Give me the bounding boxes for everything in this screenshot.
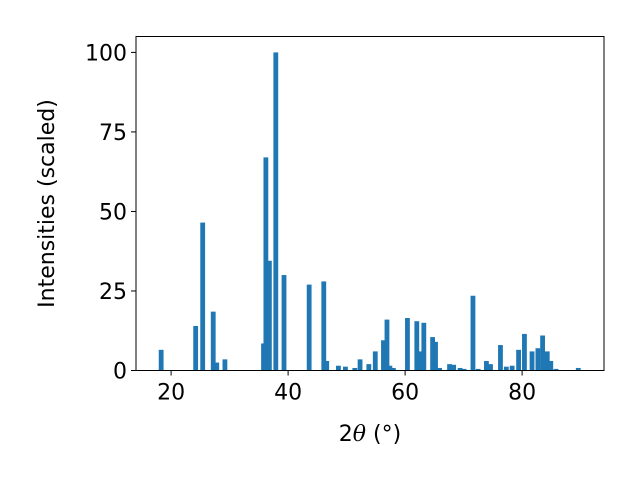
y-axis-ticks: 0 25 50 75 100 [85,41,136,385]
bar [222,359,228,371]
x-axis-ticks: 20 40 60 80 [157,370,536,406]
x-tick-label: 60 [391,381,419,406]
y-axis-label: Intensities (scaled) [35,99,60,308]
y-tick-label: 50 [99,200,127,225]
bar [575,367,581,371]
bar [200,222,206,371]
y-tick-label: 100 [85,41,127,66]
bar [343,366,348,371]
bar [263,157,269,371]
bar [484,360,489,371]
bar [498,345,503,371]
bar [548,360,554,371]
bar [158,349,164,371]
bar [336,365,341,371]
bar [553,368,559,371]
bar [214,362,220,371]
bar [430,337,435,371]
bar [414,321,420,371]
bar [357,359,363,371]
y-tick-label: 25 [99,280,127,305]
y-tick-label: 75 [99,121,127,146]
bar [321,281,327,371]
bar [447,364,452,371]
bar [544,351,550,371]
x-tick-label: 80 [508,381,536,406]
bar [433,341,438,371]
bar [381,340,386,371]
bar [210,311,216,371]
x-axis-label-suffix: (°) [366,422,401,447]
bar [391,367,396,371]
bar [475,368,481,371]
bar [488,364,493,371]
x-axis-label: 2θ (°) [339,422,401,447]
bar [387,365,393,371]
bar [540,335,545,371]
plot-frame [135,36,605,371]
bar [273,52,279,371]
bar [372,351,378,371]
bar [522,333,527,371]
bar [281,275,287,371]
x-axis-label-prefix: 2 [339,422,353,447]
bar [509,365,515,371]
bar [324,360,330,371]
bar [306,284,312,371]
bar [421,322,427,371]
bar [535,348,541,371]
bar [437,367,443,371]
bar [457,367,463,371]
bar [266,260,272,371]
y-tick-label: 0 [113,360,127,385]
bar [451,364,457,371]
bars-group [158,52,581,371]
bar [470,295,476,371]
bar [352,367,358,371]
bar [516,349,521,371]
bar [417,351,423,371]
bar [405,318,410,371]
bar [366,364,372,371]
bar [529,351,535,371]
x-axis-label-theta: θ [353,422,366,447]
bar [503,366,509,371]
bar [384,319,390,371]
bar [461,368,467,371]
bar [193,325,199,371]
x-tick-label: 20 [157,381,185,406]
x-tick-label: 40 [274,381,302,406]
